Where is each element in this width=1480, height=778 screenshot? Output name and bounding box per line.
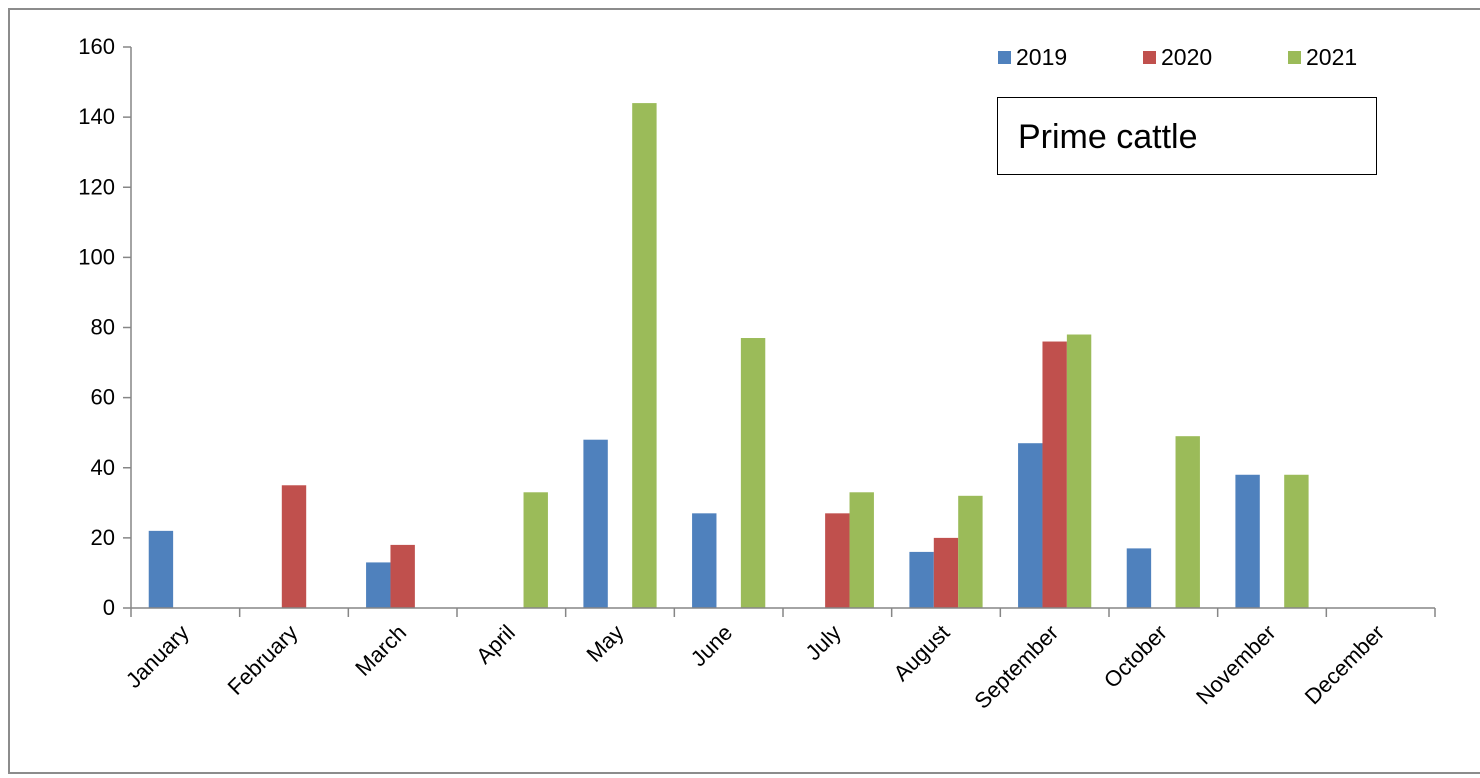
bar-2020-march <box>390 544 415 608</box>
bar-2019-march <box>366 562 391 608</box>
x-tick-label-april: April <box>471 620 520 669</box>
y-tick-label: 100 <box>78 244 115 269</box>
bar-2021-september <box>1066 334 1092 608</box>
plot-area <box>148 103 1309 609</box>
bar-2019-august <box>909 551 934 608</box>
legend-label-2020: 2020 <box>1161 44 1212 70</box>
bar-2020-september <box>1042 341 1067 608</box>
legend: 2019 2020 2021 <box>998 44 1357 70</box>
bar-2021-august <box>958 495 983 608</box>
y-tick-label: 20 <box>91 525 115 550</box>
x-tick-label-february: February <box>223 620 303 700</box>
bar-2019-may <box>583 439 608 608</box>
bar-2020-february <box>281 485 307 608</box>
y-tick-label: 60 <box>91 385 115 410</box>
x-tick-label-january: January <box>121 620 194 693</box>
y-axis: 0 20 40 60 80 100 120 140 160 <box>78 34 132 620</box>
legend-label-2019: 2019 <box>1016 44 1067 70</box>
bar-2021-october <box>1175 436 1200 608</box>
bar-2019-january <box>148 530 174 608</box>
x-tick-label-august: August <box>888 620 954 686</box>
legend-label-2021: 2021 <box>1306 44 1357 70</box>
x-tick-label-november: November <box>1191 620 1280 709</box>
chart-annotation-box: Prime cattle <box>997 97 1377 175</box>
x-tick-label-october: October <box>1099 620 1172 693</box>
y-tick-label: 160 <box>78 34 115 59</box>
bar-2021-april <box>523 492 548 608</box>
x-tick-label-july: July <box>801 620 846 665</box>
legend-swatch-2021 <box>1288 51 1301 64</box>
bar-2021-june <box>740 338 766 608</box>
bar-2021-july <box>849 492 874 608</box>
bar-2019-november <box>1235 474 1260 608</box>
bar-2019-october <box>1126 548 1152 608</box>
x-tick-label-september: September <box>969 620 1063 714</box>
x-tick-label-march: March <box>350 620 411 681</box>
bar-2021-may <box>632 103 657 608</box>
y-tick-label: 0 <box>103 595 115 620</box>
legend-swatch-2020 <box>1143 51 1156 64</box>
x-tick-label-june: June <box>686 620 737 671</box>
y-tick-label: 40 <box>91 455 115 480</box>
y-tick-label: 120 <box>78 174 115 199</box>
bar-2019-june <box>692 513 717 608</box>
bar-2019-september <box>1018 443 1043 608</box>
bar-2020-august <box>933 537 959 609</box>
x-axis: January February March April May June July Augu… <box>121 607 1436 714</box>
x-tick-label-december: December <box>1300 620 1389 709</box>
bar-2021-november <box>1284 474 1309 608</box>
y-tick-label: 140 <box>78 104 115 129</box>
y-tick-label: 80 <box>91 315 115 340</box>
bar-2020-july <box>825 513 850 608</box>
legend-swatch-2019 <box>998 51 1011 64</box>
x-tick-label-may: May <box>581 620 628 667</box>
